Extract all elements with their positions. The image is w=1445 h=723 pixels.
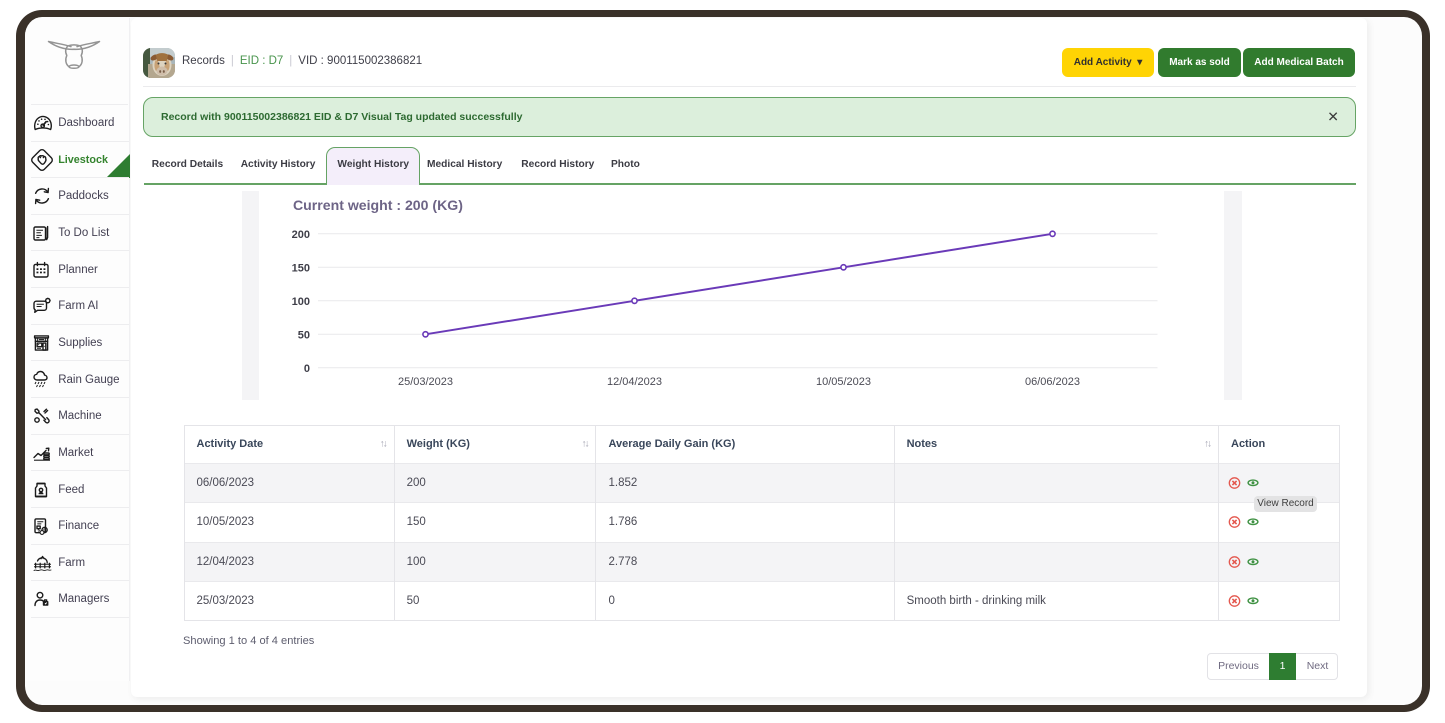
svg-text:150: 150 <box>292 262 310 274</box>
svg-text:$: $ <box>38 528 41 533</box>
svg-text:50: 50 <box>298 329 310 341</box>
svg-text:200: 200 <box>292 229 310 241</box>
svg-text:0: 0 <box>304 363 310 375</box>
svg-text:100: 100 <box>292 296 310 308</box>
svg-text:06/06/2023: 06/06/2023 <box>1025 376 1080 388</box>
svg-text:25/03/2023: 25/03/2023 <box>398 376 453 388</box>
svg-text:12/04/2023: 12/04/2023 <box>607 376 662 388</box>
svg-text:10/05/2023: 10/05/2023 <box>816 376 871 388</box>
svg-text:$: $ <box>43 528 46 533</box>
